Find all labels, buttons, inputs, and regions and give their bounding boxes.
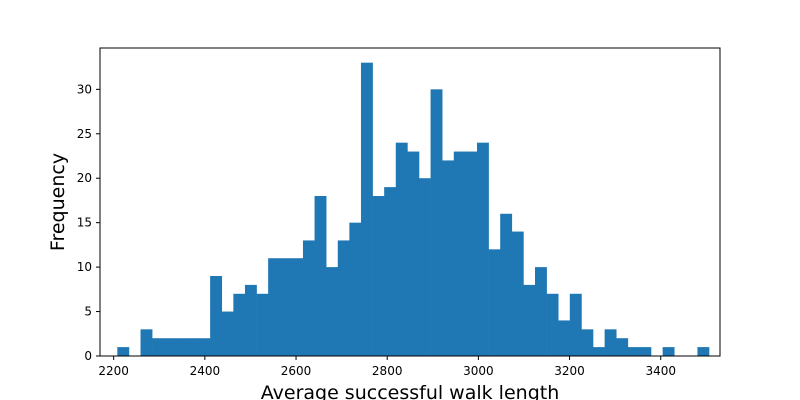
x-tick-label: 3400	[645, 364, 676, 378]
histogram-bar	[546, 293, 559, 356]
histogram-bar	[349, 222, 362, 356]
histogram-bar	[535, 267, 547, 356]
histogram-bar	[221, 311, 234, 356]
histogram-bar	[488, 249, 501, 356]
histogram-bar	[627, 347, 640, 356]
x-tick-label: 3000	[463, 364, 494, 378]
histogram-bar	[163, 338, 176, 356]
histogram-bar	[593, 347, 605, 356]
histogram-bar	[384, 187, 397, 356]
histogram-bar	[407, 151, 420, 356]
histogram-bar	[476, 142, 489, 356]
histogram-bar	[291, 258, 304, 356]
y-axis-ticks: 0 5 10 15 20 25 30	[77, 82, 100, 363]
y-tick-label: 0	[84, 349, 92, 363]
histogram-bar	[360, 62, 373, 357]
histogram-bar	[616, 338, 629, 356]
histogram-bar	[117, 347, 130, 356]
histogram-bar	[511, 231, 524, 356]
histogram-bars	[117, 62, 710, 357]
histogram-bar	[569, 293, 582, 356]
histogram-bar	[256, 293, 269, 356]
histogram-bar	[418, 178, 431, 356]
histogram-bar	[210, 276, 223, 356]
histogram-bar	[500, 213, 513, 356]
histogram-bar	[372, 196, 385, 356]
histogram-bar	[395, 142, 408, 356]
histogram-bar	[198, 338, 211, 356]
x-tick-label: 2800	[372, 364, 403, 378]
histogram-bar	[662, 347, 675, 356]
histogram-bar	[302, 240, 315, 356]
histogram-bar	[581, 329, 594, 356]
histogram-bar	[442, 160, 455, 356]
histogram-bar	[639, 347, 652, 356]
histogram-bar	[430, 89, 443, 356]
histogram-bar	[152, 338, 165, 356]
histogram-bar	[314, 196, 327, 356]
y-tick-label: 20	[77, 171, 92, 185]
y-axis-title: Frequency	[47, 153, 69, 251]
x-tick-label: 2600	[281, 364, 312, 378]
y-tick-label: 5	[84, 305, 92, 319]
histogram-bar	[279, 258, 292, 356]
histogram-bar	[175, 338, 188, 356]
y-tick-label: 25	[77, 127, 92, 141]
y-tick-label: 15	[77, 216, 92, 230]
histogram-bar	[337, 240, 350, 356]
x-tick-label: 2400	[190, 364, 221, 378]
histogram-bar	[233, 293, 246, 356]
histogram-bar	[244, 284, 257, 356]
histogram-bar	[465, 151, 478, 356]
histogram-bar	[558, 320, 571, 356]
x-tick-label: 3200	[554, 364, 585, 378]
histogram-bar	[453, 151, 466, 356]
histogram-bar	[523, 284, 536, 356]
histogram-bar	[697, 347, 710, 356]
y-tick-label: 30	[77, 82, 92, 96]
histogram-bar	[268, 258, 281, 356]
histogram-bar	[140, 329, 153, 356]
plot-frame	[99, 47, 721, 357]
histogram-bar	[604, 329, 617, 356]
x-tick-label: 2200	[98, 364, 129, 378]
histogram-bar	[186, 338, 199, 356]
x-axis-ticks: 2200 2400 2600 2800 3000 3200 3400	[98, 356, 676, 378]
histogram-bar	[326, 267, 339, 356]
y-tick-label: 10	[77, 260, 92, 274]
x-axis-title: Average successful walk length	[261, 382, 560, 400]
